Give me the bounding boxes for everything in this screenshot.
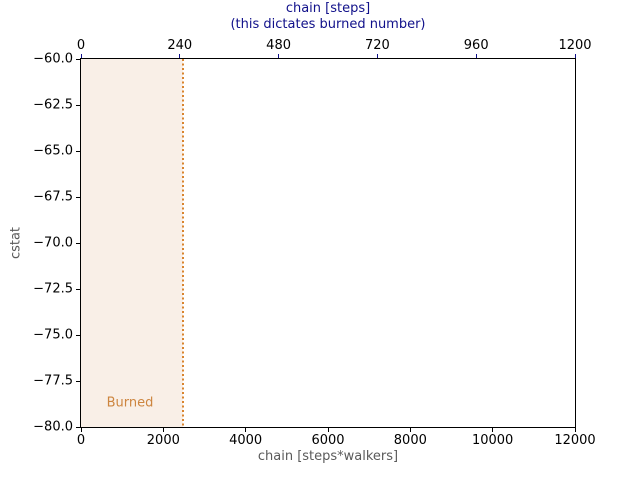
y-tick-label: −70.0 [33, 235, 73, 251]
x-axis-label: chain [steps*walkers] [257, 449, 399, 464]
y-tick-mark [76, 58, 80, 60]
x-top-tick-label: 240 [167, 38, 193, 53]
x-top-tick-mark [278, 54, 280, 58]
y-axis-label: cstat [8, 226, 24, 260]
x-bottom-tick-label: 12000 [554, 433, 596, 448]
x-bottom-tick-mark [492, 428, 494, 432]
x-bottom-tick-label: 10000 [471, 433, 514, 448]
x-top-tick-label: 480 [266, 38, 292, 53]
x-bottom-tick-mark [162, 428, 164, 432]
y-tick-label: −72.5 [33, 281, 73, 297]
x-top-tick-label: 960 [463, 38, 489, 53]
y-tick-label: −75.0 [33, 327, 73, 343]
y-tick-mark [76, 380, 80, 382]
y-tick-label: −65.0 [33, 143, 73, 159]
x-top-tick-mark [80, 54, 82, 58]
chart-title-line1: chain [steps] [285, 1, 371, 16]
chart-title: chain [steps] (this dictates burned numb… [80, 1, 576, 32]
y-tick-mark [76, 104, 80, 106]
x-bottom-tick-label: 4000 [229, 433, 263, 448]
y-tick-label: −77.5 [33, 373, 73, 389]
x-top-tick-label: 1200 [558, 38, 592, 53]
x-top-tick-label: 720 [364, 38, 390, 53]
x-bottom-tick-label: 2000 [146, 433, 180, 448]
x-bottom-tick-mark [574, 428, 576, 432]
y-tick-label: −62.5 [33, 97, 73, 113]
y-tick-mark [76, 196, 80, 198]
y-tick-label: −60.0 [33, 51, 73, 67]
x-top-tick-label: 0 [76, 38, 86, 53]
x-bottom-tick-label: 6000 [311, 433, 345, 448]
x-bottom-tick-mark [409, 428, 411, 432]
y-tick-mark [76, 242, 80, 244]
plot-area: Burned 0 2000 4000 6000 8000 10000 12000 0 240 480… [33, 39, 596, 447]
x-bottom-tick-label: 0 [76, 433, 86, 448]
x-bottom-tick-mark [245, 428, 247, 432]
y-tick-mark [76, 288, 80, 290]
x-bottom-tick-mark [327, 428, 329, 432]
x-top-tick-mark [376, 54, 378, 58]
burned-annotation-label: Burned [106, 395, 154, 411]
x-bottom-tick-label: 8000 [393, 433, 427, 448]
x-top-tick-mark [475, 54, 477, 58]
y-tick-mark [76, 426, 80, 428]
y-tick-label: −67.5 [33, 189, 73, 205]
burned-region [81, 59, 184, 427]
x-bottom-tick-mark [80, 428, 82, 432]
y-tick-mark [76, 334, 80, 336]
chart-title-line2: (this dictates burned number) [230, 16, 426, 32]
y-tick-mark [76, 150, 80, 152]
burned-boundary-line [182, 59, 185, 427]
x-top-tick-mark [179, 54, 181, 58]
x-top-tick-mark [574, 54, 576, 58]
y-tick-label: −80.0 [33, 419, 73, 435]
